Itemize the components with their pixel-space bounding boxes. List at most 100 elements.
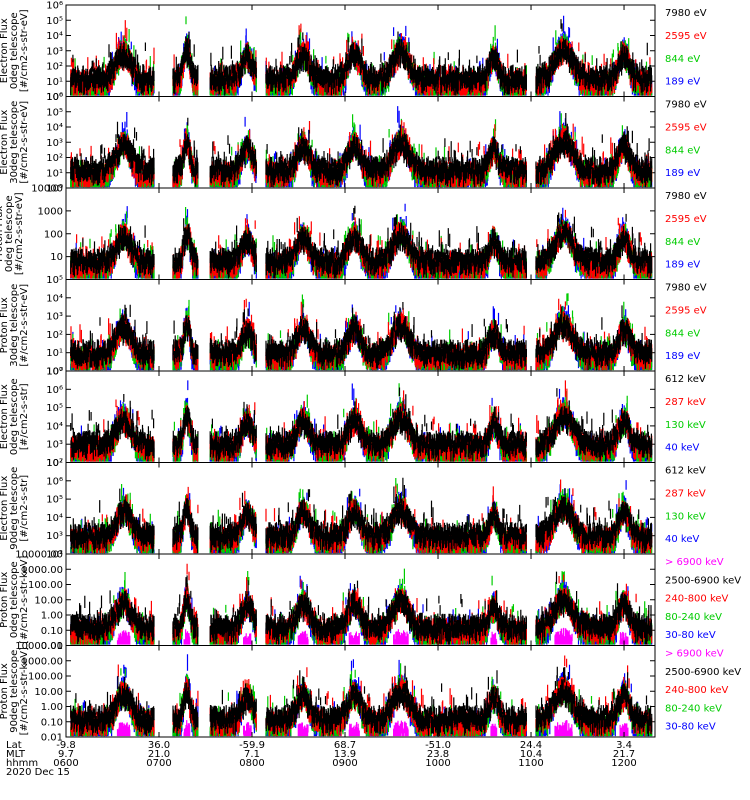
time-axis-value: 13.9 — [334, 749, 356, 760]
series-group — [70, 106, 653, 188]
legend-entry: 844 eV — [665, 54, 700, 65]
legend-entry: 2595 eV — [665, 31, 707, 42]
date-label: 2020 Dec 15 — [6, 767, 70, 778]
time-axis-value: -9.8 — [56, 740, 76, 751]
y-tick-label: 10⁶ — [46, 92, 63, 103]
series-group — [70, 477, 653, 554]
series-group — [70, 654, 653, 737]
y-tick-label: 10⁴ — [46, 31, 63, 42]
y-tick-label: 1.00 — [41, 702, 63, 713]
legend-entry: 2595 eV — [665, 122, 707, 133]
panel-proton-0deg: 10 100 1000 10000 Proton Flux0deg telescope[… — [0, 184, 707, 280]
y-tick-label: 10¹ — [46, 77, 63, 88]
legend-entry: 2500-6900 keV — [665, 667, 741, 678]
series-612-kev — [70, 477, 653, 554]
panel-ted-electron-0deg: 10⁰ 10¹ 10² 10³ 10⁴ 10⁵ 10⁶ TEDElectron Flux0de… — [0, 1, 707, 104]
legend-entry: 612 keV — [665, 466, 706, 477]
panel-ted-electron-30deg: 10⁰ 10¹ 10² 10³ 10⁴ 10⁵ 10⁶ TEDElectron Flux30d… — [0, 92, 707, 195]
series-group — [70, 203, 653, 279]
y-tick-label: 10⁴ — [46, 293, 63, 304]
time-axis-row-label: Lat — [6, 740, 22, 751]
y-axis-label: Proton Flux0deg telescope[#/cm2-s-str-eV… — [0, 192, 25, 275]
legend-entry: 844 eV — [665, 145, 700, 156]
legend-entry: 130 keV — [665, 511, 706, 522]
y-tick-label: 10⁴ — [46, 421, 63, 432]
y-tick-label: 10.00 — [34, 595, 63, 606]
time-axis-value: 7.1 — [244, 749, 260, 760]
legend-entry: 240-800 keV — [665, 685, 729, 696]
y-tick-label: 10⁰ — [46, 367, 63, 378]
series-7980-ev — [70, 205, 653, 279]
legend-entry: 287 keV — [665, 397, 706, 408]
legend-entry: 40 keV — [665, 534, 699, 545]
y-tick-label: 10² — [46, 62, 63, 73]
time-axis-value: 21.0 — [148, 749, 170, 760]
y-tick-label: 10000 — [31, 184, 63, 195]
y-tick-label: 100.00 — [28, 672, 63, 683]
y-tick-label: 10⁵ — [46, 403, 63, 414]
legend-entry: 287 keV — [665, 488, 706, 499]
series--6900-kev — [116, 627, 629, 645]
y-axis-label: MEPEDProton Flux0deg telescope[#/cm2-s-s… — [0, 556, 30, 644]
legend-entry: 2595 eV — [665, 305, 707, 316]
time-axis-value: 9.7 — [58, 749, 74, 760]
panel-meped-electron-0deg: 10² 10³ 10⁴ 10⁵ 10⁶ 10⁷ MEPEDElectron Flux0deg… — [0, 367, 706, 470]
time-axis-value: -59.9 — [239, 740, 265, 751]
time-axis-value: 10.4 — [520, 749, 542, 760]
series-7980-ev — [70, 19, 653, 96]
legend-entry: 80-240 keV — [665, 703, 722, 714]
panel-meped-proton-0deg: 0.01 0.10 1.00 10.00 100.00 1000.00 10000.00ME… — [0, 550, 741, 653]
series-7980-ev — [70, 113, 653, 188]
series-group — [70, 563, 653, 645]
y-tick-label: 10.00 — [34, 687, 63, 698]
legend-entry: 189 eV — [665, 77, 700, 88]
time-axis-value: 0800 — [239, 758, 264, 769]
time-axis-value: 24.4 — [520, 740, 542, 751]
y-tick-label: 10000.00 — [15, 550, 63, 561]
legend-entry: 240-800 keV — [665, 594, 729, 605]
y-tick-label: 10⁵ — [46, 16, 63, 27]
y-axis-label: MEPEDProton Flux90deg telescope[#/cm2-s-… — [0, 647, 30, 735]
y-tick-label: 0.01 — [41, 733, 63, 744]
y-tick-label: 10³ — [46, 531, 63, 542]
y-tick-label: 1.00 — [41, 611, 63, 622]
y-tick-label: 10 — [50, 252, 63, 263]
y-tick-label: 10⁰ — [46, 184, 63, 195]
series-2500-6900-kev — [70, 571, 653, 645]
y-tick-label: 10¹ — [46, 348, 63, 359]
series-group — [70, 293, 653, 371]
y-tick-label: 0.01 — [41, 641, 63, 652]
legend-entry: 844 eV — [665, 328, 700, 339]
series-group — [70, 380, 653, 462]
time-axis-value: 0900 — [332, 758, 357, 769]
time-axis-value: -51.0 — [425, 740, 451, 751]
legend-entry: 7980 eV — [665, 100, 707, 111]
y-tick-label: 10³ — [46, 46, 63, 57]
legend-entry: 2595 eV — [665, 214, 707, 225]
y-tick-label: 10² — [46, 153, 63, 164]
time-axis-value: 3.4 — [616, 740, 632, 751]
series--6900-kev — [116, 720, 629, 737]
y-tick-label: 1000.00 — [22, 656, 63, 667]
time-axis-value: 1000 — [425, 758, 450, 769]
series-612-kev — [70, 387, 653, 462]
time-axis-value: 1200 — [611, 758, 636, 769]
y-tick-label: 0.10 — [41, 626, 63, 637]
series-7980-ev — [70, 302, 653, 371]
y-axis-label: MEPEDElectron Flux0deg telescope[#/cm2-s… — [0, 378, 30, 455]
time-axis-row-label: hhmm — [6, 758, 38, 769]
y-tick-label: 10¹ — [46, 168, 63, 179]
y-tick-label: 10⁰ — [46, 92, 63, 103]
legend-entry: 7980 eV — [665, 283, 707, 294]
legend-entry: 80-240 keV — [665, 612, 722, 623]
y-tick-label: 1000.00 — [22, 565, 63, 576]
legend-entry: 189 eV — [665, 168, 700, 179]
legend-entry: 30-80 keV — [665, 722, 716, 733]
legend-entry: > 6900 keV — [665, 557, 724, 568]
y-tick-label: 0.10 — [41, 717, 63, 728]
y-tick-label: 100.00 — [28, 580, 63, 591]
legend-entry: > 6900 keV — [665, 649, 724, 660]
legend-entry: 40 keV — [665, 443, 699, 454]
